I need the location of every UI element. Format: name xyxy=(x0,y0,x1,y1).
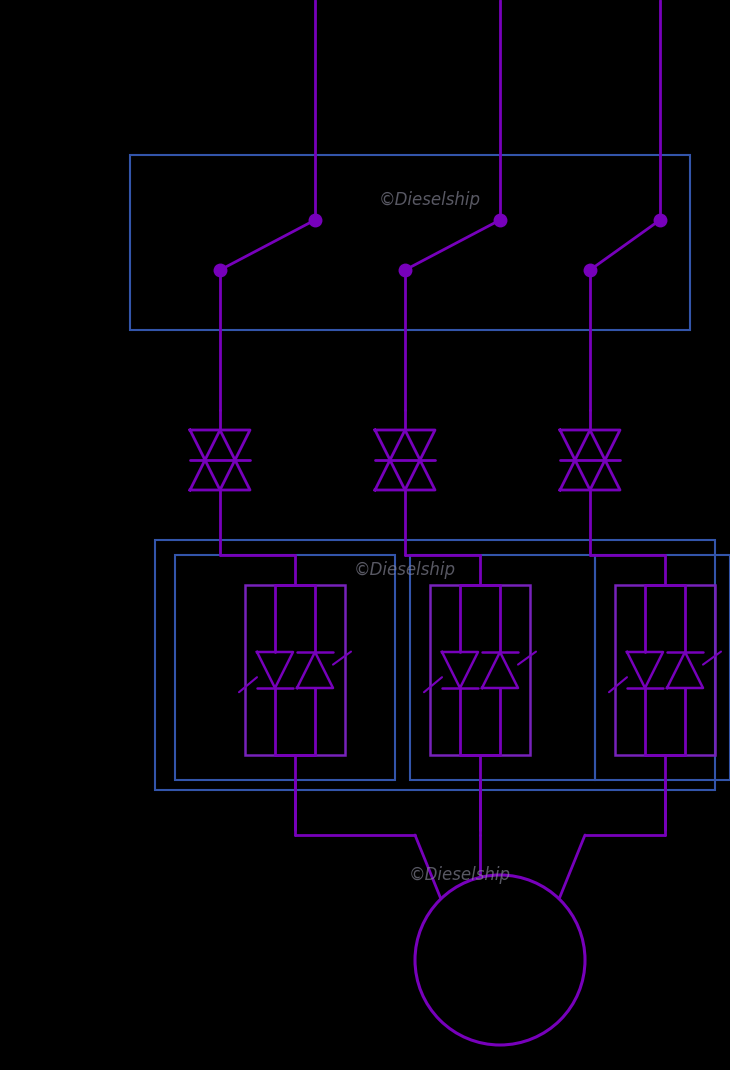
Polygon shape xyxy=(667,652,703,688)
Bar xyxy=(430,585,530,755)
Text: ©Dieselship: ©Dieselship xyxy=(409,866,511,884)
Polygon shape xyxy=(560,430,620,490)
Polygon shape xyxy=(442,652,478,688)
Polygon shape xyxy=(190,430,250,490)
Polygon shape xyxy=(482,652,518,688)
Polygon shape xyxy=(190,430,250,490)
Polygon shape xyxy=(257,652,293,688)
Bar xyxy=(410,555,595,780)
Bar xyxy=(130,155,690,330)
Polygon shape xyxy=(560,430,620,490)
Polygon shape xyxy=(375,430,435,490)
Bar xyxy=(175,555,395,780)
Polygon shape xyxy=(375,430,435,490)
Text: ©Dieselship: ©Dieselship xyxy=(354,561,456,579)
Bar xyxy=(595,555,730,780)
Bar xyxy=(245,585,345,755)
Text: ©Dieselship: ©Dieselship xyxy=(379,192,481,209)
Bar xyxy=(615,585,715,755)
Polygon shape xyxy=(297,652,333,688)
Polygon shape xyxy=(627,652,663,688)
Bar xyxy=(155,540,715,790)
